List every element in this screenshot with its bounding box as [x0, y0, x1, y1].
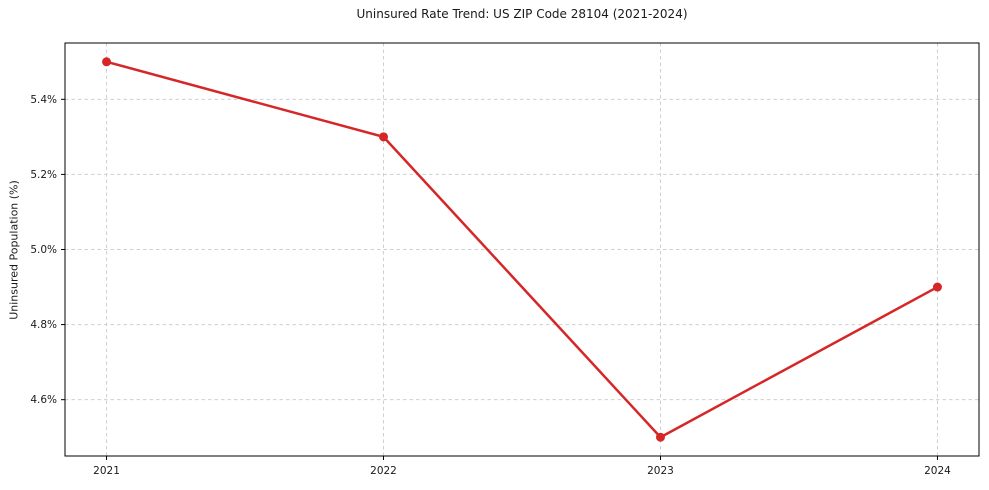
y-tick-label: 5.0%	[30, 244, 57, 256]
plot-frame	[64, 42, 980, 457]
chart-title: Uninsured Rate Trend: US ZIP Code 28104 …	[356, 7, 688, 21]
y-axis-label: Uninsured Population (%)	[7, 180, 21, 320]
x-tick-label: 2021	[93, 465, 120, 477]
data-point-2023	[655, 432, 665, 442]
y-tick-label: 5.2%	[30, 169, 57, 181]
data-point-2022	[379, 132, 389, 142]
y-tick-label: 4.8%	[30, 319, 57, 331]
x-tick-label: 2023	[647, 465, 674, 477]
x-tick-label: 2024	[924, 465, 951, 477]
trend-line	[105, 60, 939, 439]
y-tick-label: 4.6%	[30, 394, 57, 406]
x-tick-label: 2022	[370, 465, 397, 477]
y-tick-label: 5.4%	[30, 94, 57, 106]
data-point-2021	[102, 57, 112, 67]
data-point-2024	[932, 282, 942, 292]
